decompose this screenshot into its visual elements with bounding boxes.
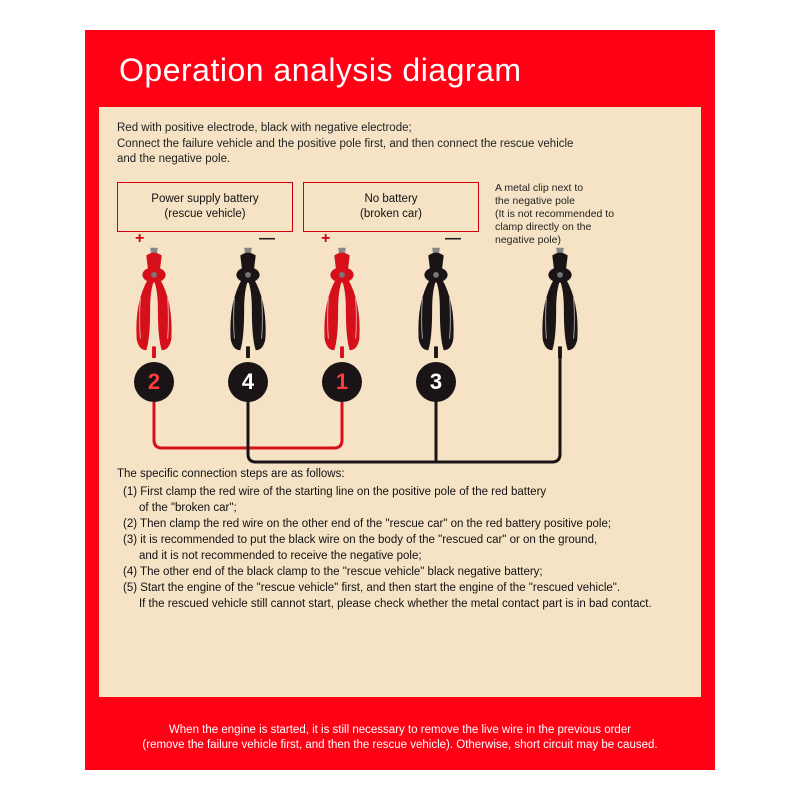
- box1-l1: Power supply battery: [118, 192, 292, 206]
- battery-row: Power supply battery (rescue vehicle) + …: [117, 182, 683, 248]
- sn-l2: the negative pole: [495, 195, 659, 208]
- clips-row: 2 4 1 3: [117, 240, 683, 400]
- sn-l3: (It is not recommended to: [495, 208, 659, 221]
- step-3a: (3) it is recommended to put the black w…: [117, 532, 683, 548]
- intro-l1: Red with positive electrode, black with …: [117, 121, 657, 137]
- sn-l4: clamp directly on the: [495, 221, 659, 234]
- intro-l2: Connect the failure vehicle and the posi…: [117, 137, 657, 153]
- step-badge-1: 1: [322, 362, 362, 402]
- step-5b: If the rescued vehicle still cannot star…: [117, 596, 683, 612]
- black-clip-icon: [407, 240, 465, 360]
- battery-box-rescue: Power supply battery (rescue vehicle): [117, 182, 293, 232]
- step-4: (4) The other end of the black clamp to …: [117, 564, 683, 580]
- red-clip-icon: [125, 240, 183, 360]
- step-1b: of the "broken car";: [117, 500, 683, 516]
- black-clip-icon: [531, 240, 589, 360]
- minus-icon: —: [445, 230, 461, 248]
- battery-box-broken: No battery (broken car): [303, 182, 479, 232]
- footer-note: When the engine is started, it is still …: [99, 718, 701, 758]
- terminals-1: + —: [117, 230, 293, 248]
- intro-text: Red with positive electrode, black with …: [117, 121, 657, 168]
- minus-icon: —: [259, 230, 275, 248]
- intro-l3: and the negative pole.: [117, 152, 657, 168]
- red-clip-icon: [313, 240, 371, 360]
- box1-l2: (rescue vehicle): [118, 207, 292, 221]
- step-2: (2) Then clamp the red wire on the other…: [117, 516, 683, 532]
- step-badge-3: 3: [416, 362, 456, 402]
- side-note: A metal clip next to the negative pole (…: [489, 182, 659, 248]
- sn-l1: A metal clip next to: [495, 182, 659, 195]
- title: Operation analysis diagram: [85, 30, 715, 107]
- step-badge-4: 4: [228, 362, 268, 402]
- connection-wires: [117, 240, 683, 490]
- box2-l2: (broken car): [304, 207, 478, 221]
- step-badge-2: 2: [134, 362, 174, 402]
- footer-l2: (remove the failure vehicle first, and t…: [142, 738, 657, 753]
- diagram-card: Operation analysis diagram Red with posi…: [85, 30, 715, 770]
- footer-l1: When the engine is started, it is still …: [142, 723, 657, 738]
- panel: Red with positive electrode, black with …: [99, 107, 701, 697]
- steps-hd: The specific connection steps are as fol…: [117, 466, 683, 482]
- box2-l1: No battery: [304, 192, 478, 206]
- terminals-2: + —: [303, 230, 479, 248]
- step-1a: (1) First clamp the red wire of the star…: [117, 484, 683, 500]
- steps: The specific connection steps are as fol…: [117, 466, 683, 613]
- plus-icon: +: [135, 230, 144, 248]
- black-clip-icon: [219, 240, 277, 360]
- step-5a: (5) Start the engine of the "rescue vehi…: [117, 580, 683, 596]
- plus-icon: +: [321, 230, 330, 248]
- step-3b: and it is not recommended to receive the…: [117, 548, 683, 564]
